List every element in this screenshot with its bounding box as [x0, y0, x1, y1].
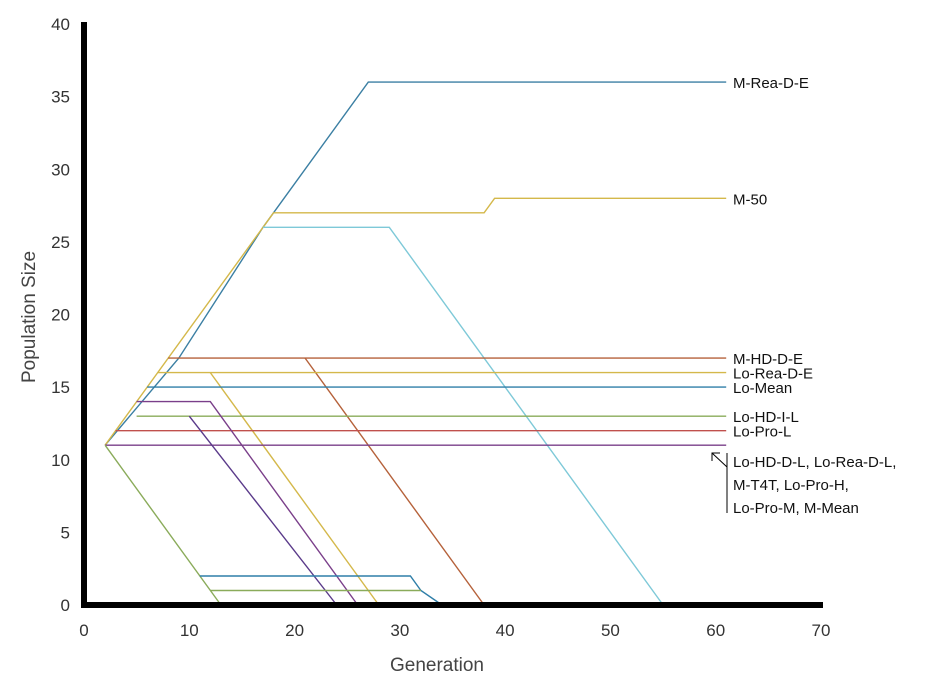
y-tick-label: 30 [51, 160, 70, 179]
x-axis-title: Generation [390, 655, 484, 676]
series-line-15 [199, 575, 443, 606]
grouped-series-label: Lo-HD-D-L, Lo-Rea-D-L, [733, 454, 896, 471]
y-tick-label: 25 [51, 233, 70, 252]
x-tick-label: 60 [706, 621, 725, 640]
series-line-5 [304, 357, 485, 606]
x-tick-label: 70 [812, 621, 831, 640]
series-line-14 [104, 444, 222, 606]
grouped-series-label: Lo-Pro-M, M-Mean [733, 500, 859, 517]
y-axis-title: Population Size [19, 251, 40, 383]
y-tick-label: 35 [51, 88, 70, 107]
series-label: Lo-Rea-D-E [733, 366, 813, 383]
series-label: M-50 [733, 191, 767, 208]
y-tick-label: 20 [51, 306, 70, 325]
group-arrow-head [711, 452, 720, 461]
series-line-3 [263, 226, 664, 606]
series-line-12 [136, 400, 359, 606]
y-tick-label: 40 [51, 15, 70, 34]
labels-layer: M-Rea-D-E M-50 M-HD-D-ELo-Rea-D-ELo-Mean Lo… [711, 75, 896, 517]
x-tick-label: 30 [390, 621, 409, 640]
series-label: Lo-Pro-L [733, 424, 791, 441]
series-layer [104, 81, 727, 606]
x-tick-label: 20 [285, 621, 304, 640]
group-arrow-line [711, 452, 728, 468]
series-label: M-HD-D-E [733, 351, 803, 368]
y-tick-label: 0 [61, 596, 70, 615]
series-label: Lo-HD-I-L [733, 409, 799, 426]
x-tick-label: 50 [601, 621, 620, 640]
x-tick-label: 0 [79, 621, 88, 640]
series-line-7 [209, 372, 380, 606]
series-label: Lo-Mean [733, 380, 792, 397]
grouped-series-label: M-T4T, Lo-Pro-H, [733, 477, 849, 494]
y-tick-label: 5 [61, 523, 70, 542]
axes-layer [81, 22, 823, 608]
y-tick-label: 10 [51, 451, 70, 470]
series-line-2 [104, 197, 727, 446]
x-tick-label: 10 [180, 621, 199, 640]
ticks-layer: 0 5 10 15 20 25 30 35 40 0 10 20 30 40 50 60 70 [51, 15, 830, 640]
series-label: M-Rea-D-E [733, 75, 809, 92]
series-line-13 [188, 415, 338, 606]
x-tick-label: 40 [496, 621, 515, 640]
y-tick-label: 15 [51, 378, 70, 397]
